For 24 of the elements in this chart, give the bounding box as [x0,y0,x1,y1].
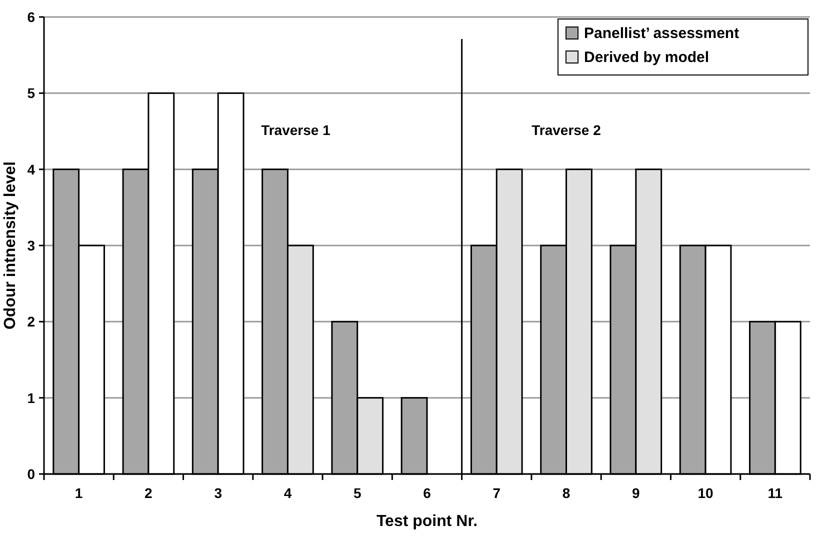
legend-label: Panellist’ assessment [584,25,740,42]
y-tick-label: 4 [27,161,36,178]
x-tick-label: 9 [632,485,640,501]
x-tick-label: 3 [214,485,222,501]
x-tick-label: 6 [423,485,432,501]
x-tick-label: 10 [698,485,714,501]
x-tick-label: 2 [144,485,153,501]
y-tick-label: 0 [27,466,36,482]
y-tick-label: 3 [27,238,36,254]
x-tick-label: 11 [768,485,783,501]
x-axis-title: Test point Nr. [376,513,478,530]
y-tick-label: 5 [27,85,36,102]
y-tick-label: 2 [27,314,36,330]
y-tick-label: 1 [27,390,36,406]
annotation: Traverse 1 [261,122,331,138]
y-tick-label: 6 [27,9,36,25]
x-tick-label: 8 [562,485,570,501]
x-tick-label: 1 [74,485,83,501]
y-axis-title: Odour intnensity level [2,161,19,330]
x-tick-label: 7 [492,485,501,501]
x-tick-label: 4 [284,485,292,501]
legend-label: Derived by model [584,49,710,66]
x-tick-label: 5 [353,485,362,501]
annotation: Traverse 2 [532,122,602,138]
